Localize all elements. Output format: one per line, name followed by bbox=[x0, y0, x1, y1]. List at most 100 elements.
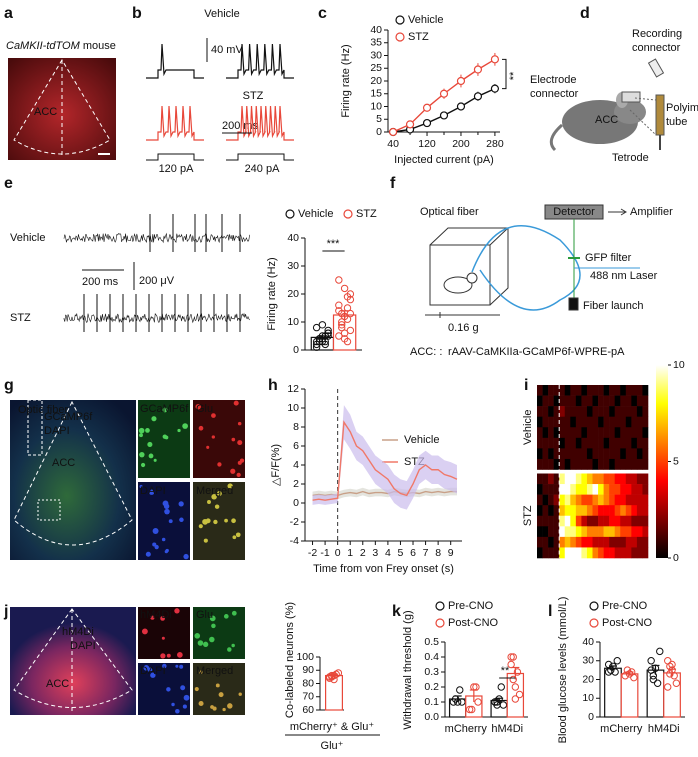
significance: *** bbox=[327, 238, 341, 250]
cell bbox=[213, 519, 218, 525]
point bbox=[328, 671, 336, 680]
y-tick-label: 4 bbox=[293, 459, 299, 471]
y-tick-label: -4 bbox=[290, 535, 299, 547]
heat-cell bbox=[542, 395, 549, 407]
heat-cell bbox=[586, 505, 593, 517]
heat-cell bbox=[581, 385, 588, 396]
y-axis-label: Co-labeled neurons (%) bbox=[284, 602, 296, 718]
heat-cell bbox=[631, 385, 638, 396]
heat-cell bbox=[542, 385, 549, 396]
label: 0.16 g bbox=[448, 322, 479, 334]
heat-cell bbox=[581, 484, 588, 495]
legend-label: Pre-CNO bbox=[602, 600, 648, 612]
cell bbox=[209, 615, 216, 622]
heat-cell bbox=[553, 448, 560, 460]
cell bbox=[180, 685, 186, 691]
heat-cell bbox=[603, 547, 610, 559]
colorbar-label: 5 bbox=[673, 455, 679, 467]
heat-cell bbox=[586, 448, 593, 460]
title-part: CaMKII-tdTOM bbox=[6, 40, 81, 52]
heat-cell bbox=[636, 458, 643, 470]
error-band bbox=[312, 405, 457, 510]
heat-cell bbox=[642, 458, 649, 470]
point bbox=[607, 666, 615, 674]
cell bbox=[166, 653, 171, 658]
heat-cell bbox=[625, 536, 632, 548]
heat-cell bbox=[570, 458, 577, 470]
heat-cell bbox=[542, 406, 549, 417]
cell bbox=[152, 528, 159, 534]
heat-cell bbox=[598, 406, 604, 417]
bracket bbox=[502, 58, 507, 90]
point bbox=[312, 323, 321, 332]
cell bbox=[183, 553, 189, 560]
heat-cell bbox=[553, 473, 560, 485]
cell bbox=[194, 686, 199, 692]
region-label: ACC bbox=[34, 106, 57, 118]
heat-cell bbox=[575, 458, 582, 470]
cell bbox=[235, 532, 241, 538]
label: 488 nm Laser bbox=[590, 270, 658, 282]
heat-cell bbox=[559, 416, 566, 428]
heat-cell bbox=[598, 484, 604, 495]
setup-schematic bbox=[425, 204, 640, 318]
heat-cell bbox=[592, 494, 599, 506]
point bbox=[604, 668, 613, 676]
point bbox=[321, 337, 329, 346]
heat-cell bbox=[592, 406, 599, 417]
trace bbox=[146, 43, 204, 79]
heat-cell bbox=[553, 427, 560, 439]
heat-cell bbox=[537, 395, 543, 407]
heat-cell bbox=[636, 437, 643, 449]
heat-cell bbox=[575, 547, 582, 559]
cell bbox=[202, 518, 208, 525]
heat-cell bbox=[631, 427, 638, 439]
heat-cell bbox=[603, 416, 610, 428]
heat-cell bbox=[603, 395, 610, 407]
heat-cell bbox=[586, 458, 593, 470]
inset-label: Glu bbox=[196, 403, 213, 415]
heat-cell bbox=[537, 494, 543, 506]
heat-cell bbox=[642, 395, 649, 407]
cell bbox=[177, 428, 181, 433]
group-label: STZ bbox=[10, 312, 31, 324]
outline bbox=[13, 59, 111, 155]
legend-label: Pre-CNO bbox=[448, 600, 494, 612]
heat-cell bbox=[636, 427, 643, 439]
cell bbox=[198, 425, 204, 431]
legend-label: Post-CNO bbox=[448, 617, 499, 629]
x-tick-label: 7 bbox=[423, 547, 429, 559]
cell bbox=[236, 472, 241, 477]
heat-cell bbox=[636, 385, 643, 396]
point bbox=[499, 701, 508, 709]
legend-swatch bbox=[435, 618, 445, 628]
heat-cell bbox=[559, 437, 566, 449]
heat-cell bbox=[537, 547, 543, 559]
label: DAPI bbox=[70, 640, 96, 652]
heat-cell bbox=[537, 484, 543, 495]
x-tick-label: 5 bbox=[398, 547, 404, 559]
heat-cell bbox=[548, 536, 554, 548]
trace bbox=[226, 43, 294, 79]
heat-cell bbox=[636, 473, 643, 485]
heat-cell bbox=[609, 526, 615, 538]
cell bbox=[194, 633, 201, 639]
heat-cell bbox=[564, 437, 571, 449]
cell bbox=[211, 623, 216, 629]
y-tick-label: 30 bbox=[370, 49, 382, 61]
heat-cell bbox=[592, 385, 599, 396]
heat-cell bbox=[614, 505, 621, 517]
cell bbox=[206, 445, 210, 449]
x-axis-label: Injected current (pA) bbox=[394, 154, 494, 166]
heat-cell bbox=[586, 437, 593, 449]
mouse-schematic bbox=[549, 58, 665, 152]
point bbox=[346, 309, 355, 318]
heat-cell bbox=[592, 484, 599, 495]
label: connector bbox=[632, 42, 681, 54]
legend-swatch bbox=[343, 209, 353, 219]
heat-cell bbox=[598, 437, 604, 449]
y-axis-label: Withdrawal threshold (g) bbox=[402, 610, 414, 729]
cell bbox=[160, 653, 166, 659]
heat-cell bbox=[620, 448, 627, 460]
point bbox=[656, 647, 664, 656]
